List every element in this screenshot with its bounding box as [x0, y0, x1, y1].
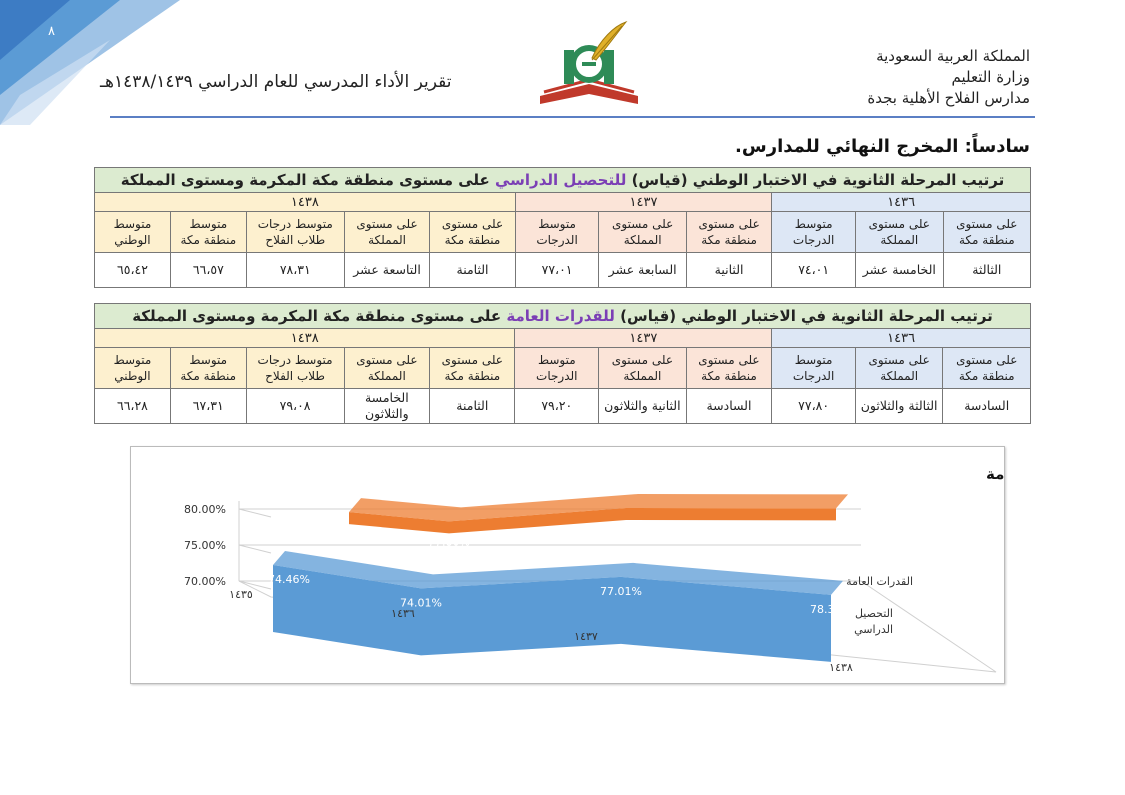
data-label: 79.08%: [815, 522, 857, 535]
column-header: متوسط الدرجات: [514, 347, 600, 389]
table-cell: ٦٧،٣١: [169, 388, 247, 424]
column-header: على مستوى منطقة مكة: [942, 211, 1032, 253]
table-cell: الثانية والثلاثون: [598, 388, 687, 424]
org-line: وزارة التعليم: [951, 68, 1030, 86]
series-top-face: [349, 494, 848, 522]
table-cell: السادسة: [942, 388, 1031, 424]
table-cell: الثامنة: [429, 388, 516, 424]
column-header: متوسط منطقة مكة: [169, 347, 247, 389]
table-cell: الخامسة والثلاثون: [343, 388, 431, 424]
header-rule: [110, 116, 1035, 118]
table-title: ترتيب المرحلة الثانوية في الاختبار الوطن…: [94, 303, 1031, 329]
table-cell: الثانية: [685, 252, 773, 288]
report-title: تقرير الأداء المدرسي للعام الدراسي ١٤٣٨/…: [100, 72, 452, 92]
series-area: [349, 508, 836, 534]
y-tick-label: 75.00%: [184, 539, 226, 552]
table-cell: ٦٥،٤٢: [94, 252, 171, 288]
legend-entry-line: التحصيل: [855, 607, 893, 620]
table-cell: السابعة عشر: [598, 252, 687, 288]
column-header: على مستوى منطقة مكة: [685, 347, 773, 389]
table-cell: ٦٦،٥٧: [169, 252, 247, 288]
org-line: المملكة العربية السعودية: [876, 47, 1030, 65]
x-tick-label: ١٤٣٦: [391, 607, 415, 620]
data-label: 77.80%: [428, 535, 470, 548]
table-cell: ٧٧،٠١: [514, 252, 600, 288]
results-chart: 70.00% 75.00% 80.00% ١٤٣٥ ١٤٣٦ ١٤٣٧ ١٤٣٨ 77.91%…: [130, 446, 1005, 684]
column-header: على مستوى المملكة: [343, 347, 431, 389]
gridline: [238, 544, 272, 554]
page-number: ٨: [48, 24, 55, 39]
year-1437: ١٤٣٧: [514, 328, 773, 348]
table-cell: التاسعة عشر: [343, 252, 431, 288]
column-header: على مستوى منطقة مكة: [429, 211, 516, 253]
legend-entry: التحصيل الدراسي: [854, 607, 893, 636]
table-cell: ٧٤،٠١: [771, 252, 856, 288]
table-cell: ٧٨،٣١: [245, 252, 345, 288]
column-header: على مستوى منطقة مكة: [685, 211, 773, 253]
series-top-face: [273, 550, 843, 595]
legend-entry-line: الدراسي: [854, 623, 893, 636]
column-header: على مستوى المملكة: [598, 211, 687, 253]
data-label: 77.01%: [600, 585, 642, 598]
year-1436: ١٤٣٦: [771, 328, 1031, 348]
column-header: متوسط الدرجات: [771, 211, 856, 253]
table-cell: ٦٦،٢٨: [94, 388, 171, 424]
organization-block: المملكة العربية السعودية وزارة التعليم م…: [867, 46, 1030, 109]
column-header: على مستوى المملكة: [855, 211, 944, 253]
org-line: مدارس الفلاح الأهلية بجدة: [867, 89, 1030, 107]
table-cell: السادسة: [685, 388, 773, 424]
section-heading: سادساً: المخرج النهائي للمدارس.: [735, 136, 1030, 157]
series-area: [273, 564, 831, 662]
y-tick-label: 70.00%: [184, 575, 226, 588]
data-label: 78.31%: [810, 603, 852, 616]
achievement-ranking-table: ترتيب المرحلة الثانوية في الاختبار الوطن…: [94, 167, 1032, 288]
table-cell: الثالثة: [942, 252, 1032, 288]
table-cell: الخامسة عشر: [855, 252, 944, 288]
data-label: 74.01%: [400, 596, 442, 609]
table-title: ترتيب المرحلة الثانوية في الاختبار الوطن…: [94, 167, 1031, 193]
corner-decoration: [0, 0, 180, 125]
column-header: على مستوى المملكة: [854, 347, 944, 389]
year-1437: ١٤٣٧: [514, 192, 773, 212]
gridline: [238, 580, 272, 590]
column-header: متوسط الدرجات: [771, 347, 856, 389]
data-label: 74.46%: [268, 573, 310, 586]
column-header: على مستوى المملكة: [343, 211, 431, 253]
column-header: متوسط منطقة مكة: [169, 211, 247, 253]
gridline: [238, 508, 272, 518]
year-1438: ١٤٣٨: [93, 328, 516, 348]
chart-canvas: 70.00% 75.00% 80.00% ١٤٣٥ ١٤٣٦ ١٤٣٧ ١٤٣٨ 77.91%…: [184, 465, 1004, 674]
column-header: على مستوى منطقة مكة: [942, 347, 1031, 389]
table-cell: ٧٧،٨٠: [771, 388, 856, 424]
legend-entry: القدرات العامة: [846, 575, 913, 588]
column-header: متوسط درجات طلاب الفلاح: [245, 347, 345, 389]
table-cell: ٧٩،٢٠: [514, 388, 600, 424]
chart-title: تقدم نتائج الطلاب في الاختبار التحصيلي و…: [986, 465, 1004, 483]
table-cell: ٧٩،٠٨: [245, 388, 345, 424]
x-tick-label: ١٤٣٥: [229, 588, 253, 601]
data-label: 79.20%: [605, 522, 647, 535]
data-label: 77.91%: [344, 526, 386, 539]
column-header: متوسط الوطني: [94, 211, 171, 253]
x-tick-label: ١٤٣٧: [574, 630, 598, 643]
year-1436: ١٤٣٦: [771, 192, 1031, 212]
x-tick-label: ١٤٣٨: [829, 661, 853, 674]
column-header: متوسط الدرجات: [514, 211, 600, 253]
y-tick-label: 80.00%: [184, 503, 226, 516]
column-header: على مستوى المملكة: [598, 347, 687, 389]
column-header: متوسط الوطني: [94, 347, 171, 389]
column-header: على مستوى منطقة مكة: [429, 347, 516, 389]
year-1438: ١٤٣٨: [94, 192, 516, 212]
table-cell: الثالثة والثلاثون: [854, 388, 944, 424]
table-cell: الثامنة: [429, 252, 516, 288]
school-logo: [540, 20, 638, 104]
column-header: متوسط درجات طلاب الفلاح: [245, 211, 345, 253]
aptitude-ranking-table: ترتيب المرحلة الثانوية في الاختبار الوطن…: [93, 303, 1031, 424]
